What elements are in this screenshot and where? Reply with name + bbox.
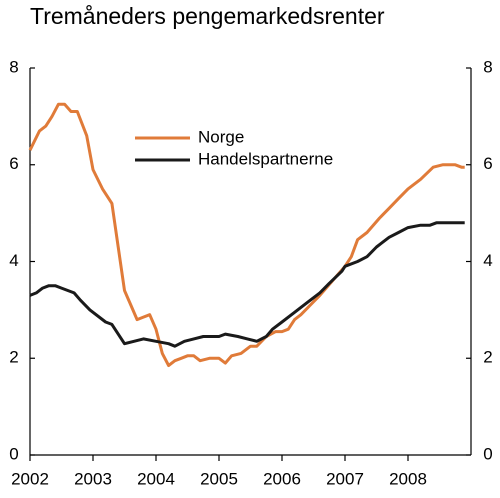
x-tick-label: 2006 bbox=[263, 469, 301, 488]
y2-tick-label: 4 bbox=[483, 251, 492, 270]
series-line bbox=[28, 102, 465, 367]
series-line bbox=[29, 221, 465, 348]
legend-label: Norge bbox=[198, 127, 244, 146]
y2-tick-label: 0 bbox=[483, 444, 492, 463]
x-tick-label: 2004 bbox=[137, 469, 175, 488]
y2-tick-label: 6 bbox=[483, 154, 492, 173]
y2-tick-label: 2 bbox=[483, 348, 492, 367]
y-tick-label: 6 bbox=[9, 154, 18, 173]
x-tick-label: 2007 bbox=[326, 469, 364, 488]
x-tick-label: 2005 bbox=[200, 469, 238, 488]
x-tick-label: 2003 bbox=[74, 469, 112, 488]
y-tick-label: 8 bbox=[9, 57, 18, 76]
legend-label: Handelspartnerne bbox=[198, 149, 333, 168]
y-tick-label: 2 bbox=[9, 348, 18, 367]
y-tick-label: 4 bbox=[9, 251, 18, 270]
y-tick-label: 0 bbox=[9, 444, 18, 463]
chart-title: Tremåneders pengemarkedsrenter bbox=[30, 3, 385, 29]
x-tick-label: 2008 bbox=[389, 469, 427, 488]
y2-tick-label: 8 bbox=[483, 57, 492, 76]
x-tick-label: 2002 bbox=[11, 469, 49, 488]
